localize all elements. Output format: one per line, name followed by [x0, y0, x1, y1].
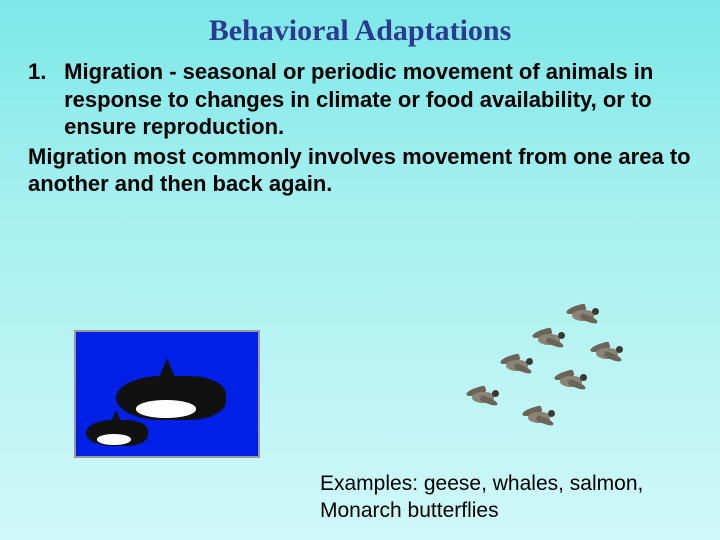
definition-text: Migration - seasonal or periodic movemen… [64, 58, 684, 141]
geese-image [432, 298, 642, 448]
examples-line2: Monarch butterflies [320, 497, 643, 524]
goose-icon [550, 370, 592, 392]
goose-icon [518, 406, 560, 428]
goose-icon [496, 354, 538, 376]
whale-belly-icon [97, 434, 131, 444]
slide-title: Behavioral Adaptations [0, 0, 720, 48]
goose-icon [462, 386, 504, 408]
goose-icon [528, 328, 570, 350]
goose-icon [562, 304, 604, 326]
followup-text: Migration most commonly involves movemen… [0, 141, 720, 198]
list-number: 1. [28, 58, 58, 86]
goose-icon [586, 342, 628, 364]
whale-image [74, 330, 260, 458]
examples-text: Examples: geese, whales, salmon, Monarch… [320, 470, 643, 525]
definition-block: 1. Migration - seasonal or periodic move… [0, 48, 720, 141]
examples-line1: Examples: geese, whales, salmon, [320, 470, 643, 497]
whale-belly-icon [136, 400, 197, 418]
